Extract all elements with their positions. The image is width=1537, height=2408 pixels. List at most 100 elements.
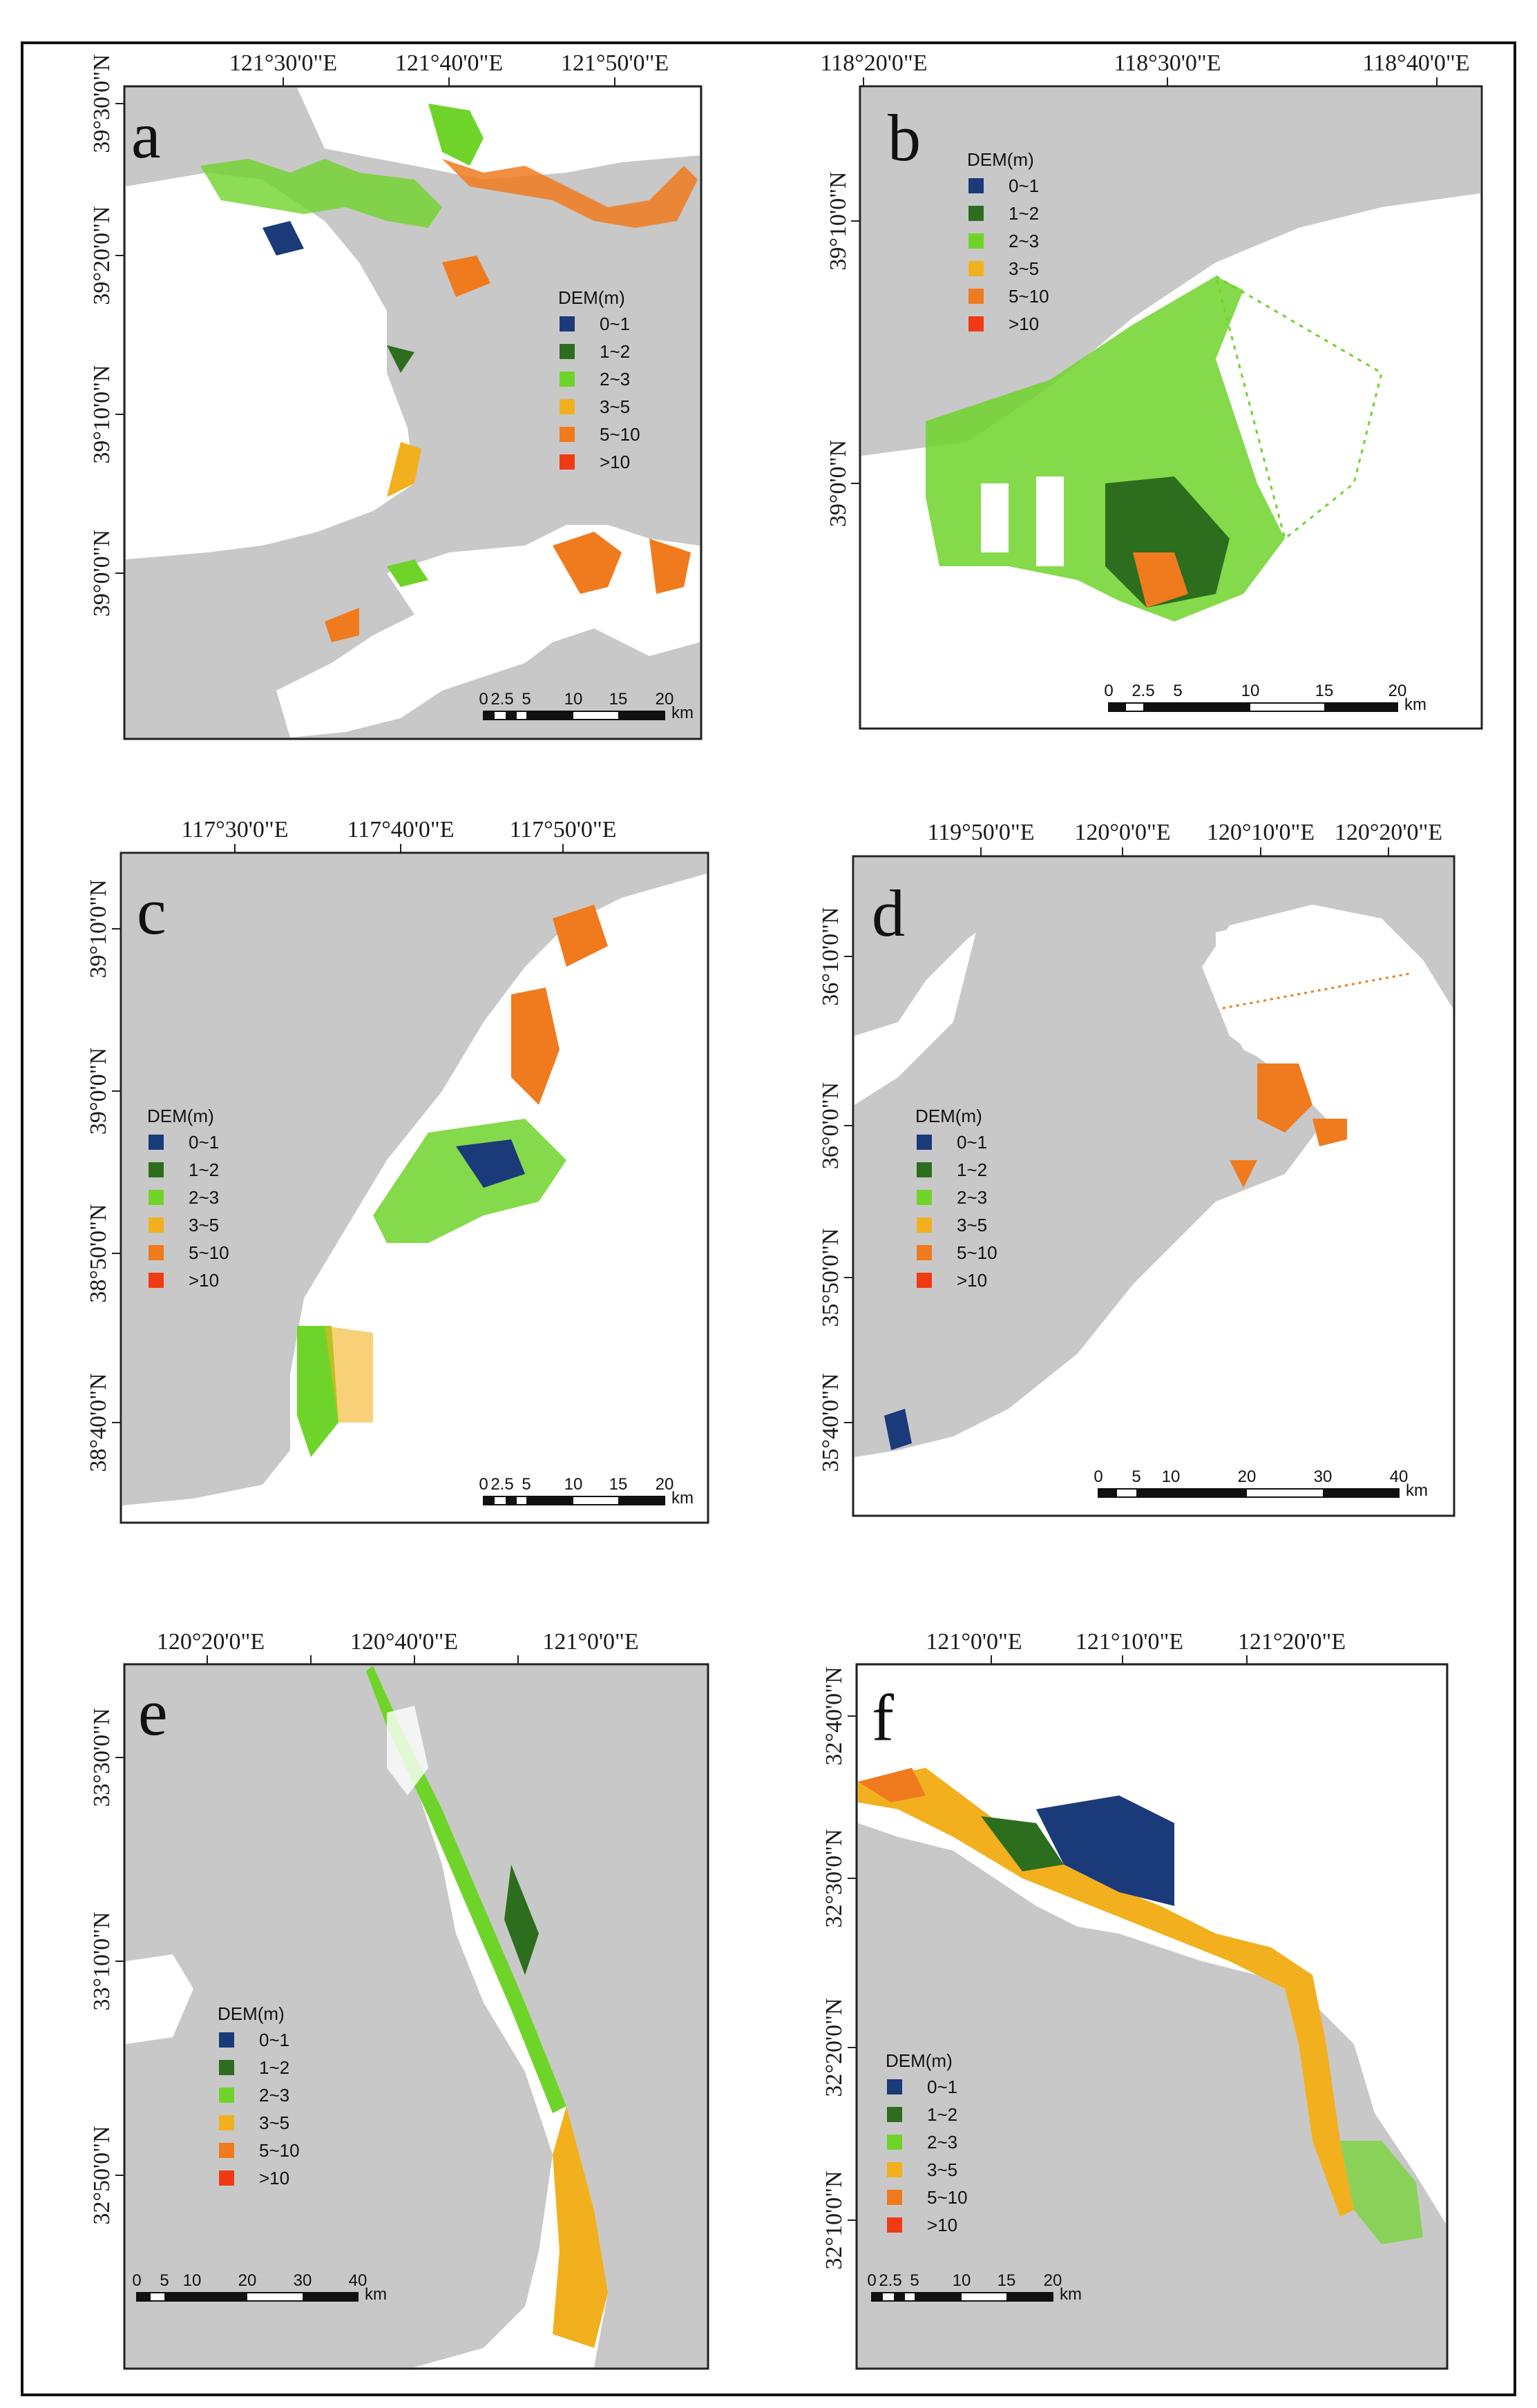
map-e-lon-label-1: 120°20'0"E	[157, 1629, 265, 1655]
map-e-legend-swatch-1	[219, 2032, 234, 2048]
map-e-built-area	[387, 1706, 428, 1795]
map-f-legend-swatch-2	[887, 2107, 902, 2122]
map-f-lat-label-2: 32°30'0"N	[821, 1829, 847, 1927]
map-a-land-west	[126, 173, 414, 559]
map-f-lat-label-4: 32°10'0"N	[821, 2170, 847, 2269]
map-b-legend-label-3: 2~3	[1009, 231, 1039, 251]
map-c-legend: DEM(m) 0~1 1~2 2~3 3~5 5~10 >10	[147, 1106, 229, 1291]
map-b-legend-swatch-3	[968, 233, 984, 249]
map-f-lon-label-1: 121°0'0"E	[926, 1629, 1022, 1655]
map-f-legend-swatch-3	[887, 2135, 902, 2150]
map-b-ticks	[851, 77, 1438, 484]
map-d-lat-label-2: 36°0'0"N	[818, 1082, 843, 1169]
map-c-lat-label-3: 38°50'0"N	[86, 1204, 111, 1302]
map-d-lon-label-2: 120°0'0"E	[1074, 820, 1170, 845]
map-a-dem-strip-3	[428, 104, 484, 166]
map-a-legend-label-4: 3~5	[600, 396, 630, 417]
map-e-legend-swatch-4	[219, 2115, 234, 2130]
map-e-dem-yellow-coast	[553, 2106, 608, 2348]
map-e-lat-label-3: 32°50'0"N	[89, 2126, 115, 2224]
map-e-legend-label-6: >10	[259, 2168, 289, 2188]
map-b-dem-orange	[1133, 552, 1188, 608]
map-a-scale-tick-4: 10	[564, 690, 583, 709]
map-e-legend-swatch-3	[219, 2088, 234, 2103]
map-b-legend-label-6: >10	[1009, 314, 1039, 334]
map-e-legend-label-1: 0~1	[259, 2030, 289, 2050]
map-e-scale-tick-3: 10	[183, 2271, 202, 2290]
map-a-dem-patch-7	[387, 559, 428, 587]
map-f-legend-swatch-6	[887, 2217, 902, 2233]
map-f-scale-unit: km	[1060, 2285, 1082, 2304]
map-e-ticks	[115, 1655, 519, 2176]
map-a-dem-patch-5	[649, 539, 691, 594]
map-a-dem-strip-1	[200, 159, 442, 228]
map-e-legend-swatch-6	[219, 2170, 234, 2186]
map-c-dem-green	[373, 1119, 566, 1243]
map-d-legend-label-1: 0~1	[957, 1132, 987, 1153]
map-e-scale-tick-5: 30	[294, 2271, 312, 2290]
map-f-legend-label-3: 2~3	[927, 2132, 957, 2152]
map-f-legend-label-5: 5~10	[927, 2187, 968, 2208]
map-e-scale-tick-4: 20	[238, 2271, 257, 2290]
map-a-dem-patch-4	[553, 532, 622, 594]
map-d-dem-blue	[884, 1409, 912, 1450]
map-c-legend-label-2: 1~2	[189, 1159, 219, 1180]
map-e-legend-label-2: 1~2	[259, 2057, 289, 2078]
map-b-legend-swatch-5	[968, 289, 984, 304]
map-a-legend-swatch-2	[560, 344, 575, 359]
map-c-dem-green-2	[297, 1326, 338, 1457]
map-d-dem-orange-2	[1312, 1119, 1347, 1146]
map-d-scale-unit: km	[1406, 1481, 1428, 1500]
map-b-legend-swatch-1	[968, 178, 984, 193]
map-f-legend-swatch-5	[887, 2190, 902, 2205]
map-d-legend-swatch-5	[917, 1245, 932, 1260]
map-f-lat-label-1: 32°40'0"N	[821, 1666, 847, 1765]
map-f-ticks	[848, 1655, 1248, 2221]
map-e-dem-darkgreen	[504, 1865, 539, 1975]
map-a-legend-title: DEM(m)	[558, 287, 625, 308]
map-e-scale-unit: km	[365, 2285, 387, 2304]
map-a-lat-label-1: 39°30'0"N	[89, 54, 115, 153]
map-b-legend-swatch-4	[968, 261, 984, 276]
map-b-legend-swatch-6	[968, 316, 984, 331]
map-d-lat-label-4: 35°40'0"N	[818, 1373, 843, 1472]
map-d-legend-label-5: 5~10	[957, 1242, 997, 1263]
map-c-scale-tick-2: 2.5	[490, 1475, 513, 1494]
map-c-scale-tick-1: 0	[479, 1475, 488, 1494]
map-f-legend-swatch-4	[887, 2162, 902, 2177]
map-f-legend-swatch-1	[887, 2079, 902, 2094]
map-b-scale-tick-3: 5	[1173, 682, 1182, 700]
map-d-legend-label-2: 1~2	[957, 1159, 987, 1180]
map-e-legend-swatch-5	[219, 2143, 234, 2158]
map-f-legend-label-6: >10	[927, 2215, 957, 2235]
map-c-lon-label-1: 117°30'0"E	[181, 817, 288, 842]
map-f-panel-letter: f	[872, 1681, 894, 1755]
map-c-scale-tick-6: 20	[656, 1475, 674, 1494]
map-a-legend-label-3: 2~3	[600, 369, 630, 389]
map-c-legend-label-3: 2~3	[189, 1187, 219, 1208]
map-d-legend-label-4: 3~5	[957, 1215, 987, 1235]
map-d-legend-swatch-4	[917, 1217, 932, 1233]
map-e-scale-tick-6: 40	[349, 2271, 367, 2290]
map-b-lat-label-2: 39°0'0"N	[825, 440, 851, 527]
map-e-scale-tick-2: 5	[160, 2271, 169, 2290]
map-d-sea	[855, 858, 1453, 1457]
map-a-scale-bar: 0 2.5 5 10 15 20 km	[479, 690, 694, 722]
map-e-land-interior	[126, 1666, 553, 2367]
map-c-sea	[122, 854, 707, 1505]
map-f-scale-tick-3: 5	[910, 2271, 919, 2290]
map-f-legend-label-1: 0~1	[927, 2077, 957, 2097]
figure-frame	[21, 41, 1516, 2396]
map-f-dem-orange	[858, 1768, 926, 1802]
map-d-scale-tick-3: 10	[1162, 1467, 1181, 1486]
map-f-scale-tick-5: 15	[997, 2271, 1016, 2290]
map-d-scale-tick-6: 40	[1390, 1467, 1409, 1486]
map-c-scale-tick-5: 15	[609, 1475, 628, 1494]
map-f-scale-tick-4: 10	[953, 2271, 971, 2290]
map-b-scale-tick-2: 2.5	[1132, 682, 1154, 700]
map-f-legend-label-2: 1~2	[927, 2104, 957, 2125]
map-d-scale-tick-2: 5	[1132, 1467, 1140, 1486]
map-f-lon-label-3: 121°20'0"E	[1238, 1629, 1346, 1655]
